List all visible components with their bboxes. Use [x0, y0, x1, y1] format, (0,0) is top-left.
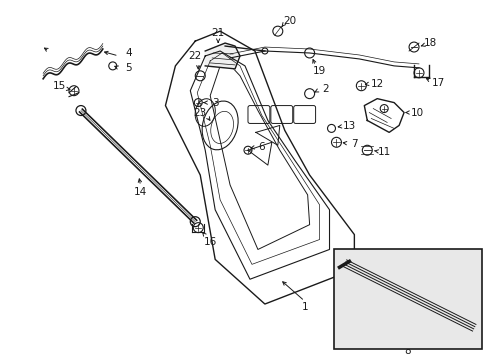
- Text: 11: 11: [377, 147, 390, 157]
- Text: 22: 22: [188, 51, 202, 61]
- Text: 14: 14: [134, 187, 147, 197]
- Text: 1: 1: [301, 302, 307, 312]
- Text: 6: 6: [258, 142, 264, 152]
- Text: 21: 21: [211, 28, 224, 38]
- Text: 10: 10: [409, 108, 423, 117]
- Bar: [334, 249, 481, 349]
- Text: 13: 13: [342, 121, 355, 131]
- Text: 5: 5: [125, 63, 132, 73]
- Polygon shape: [205, 43, 240, 69]
- Text: 7: 7: [350, 139, 357, 149]
- Text: 4: 4: [125, 48, 132, 58]
- Text: 19: 19: [312, 66, 325, 76]
- Text: 2: 2: [322, 84, 328, 94]
- Text: 9: 9: [393, 274, 400, 284]
- Text: 17: 17: [431, 78, 445, 88]
- Text: 8: 8: [403, 346, 409, 356]
- Text: 12: 12: [370, 79, 383, 89]
- Text: 16: 16: [203, 237, 216, 247]
- Text: 23: 23: [193, 108, 206, 117]
- Text: 15: 15: [52, 81, 65, 91]
- Text: 3: 3: [211, 98, 218, 108]
- Text: 18: 18: [424, 38, 437, 48]
- Text: 20: 20: [283, 16, 296, 26]
